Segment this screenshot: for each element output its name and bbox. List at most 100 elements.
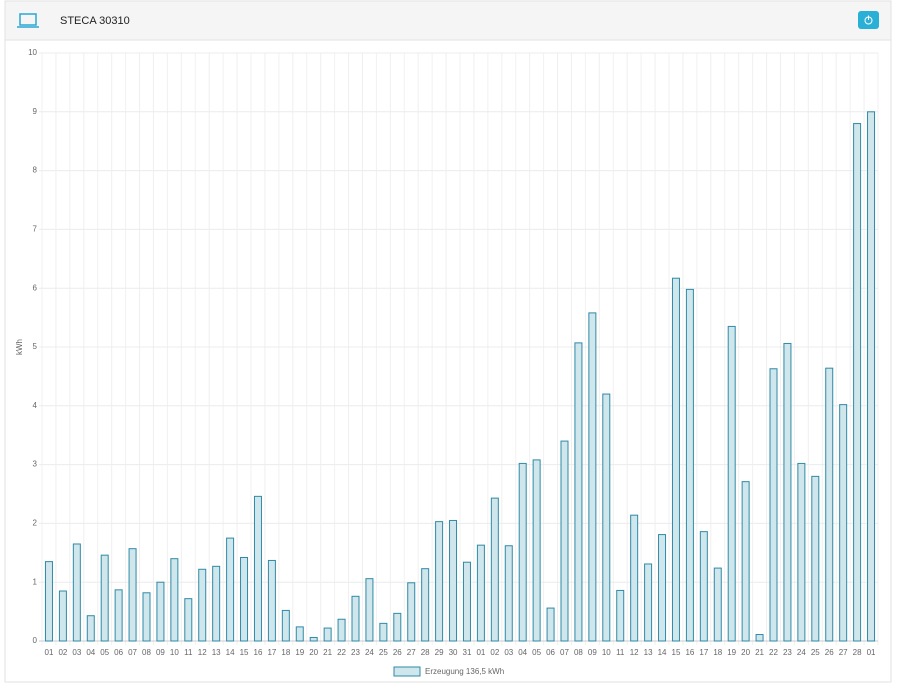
legend-swatch — [393, 666, 421, 677]
bar — [100, 554, 109, 642]
y-tick-label: 0 — [33, 636, 38, 645]
x-tick-label: 02 — [58, 648, 67, 657]
x-tick-label: 23 — [351, 648, 360, 657]
bar — [212, 565, 221, 642]
bar — [365, 578, 374, 642]
bar — [407, 582, 416, 642]
x-tick-label: 09 — [156, 648, 165, 657]
bar — [727, 325, 736, 642]
x-tick-label: 14 — [226, 648, 235, 657]
x-tick-label: 10 — [602, 648, 611, 657]
bar — [184, 598, 193, 642]
x-tick-label: 30 — [449, 648, 458, 657]
header-title: STECA 30310 — [60, 15, 130, 27]
bar — [86, 615, 95, 642]
bar — [44, 561, 53, 642]
x-tick-label: 21 — [755, 648, 764, 657]
x-tick-label: 10 — [170, 648, 179, 657]
x-tick-label: 17 — [699, 648, 708, 657]
x-tick-label: 04 — [518, 648, 527, 657]
bar — [58, 590, 67, 642]
x-tick-label: 22 — [337, 648, 346, 657]
x-tick-label: 18 — [713, 648, 722, 657]
bar — [379, 622, 388, 642]
x-tick-label: 20 — [309, 648, 318, 657]
x-tick-label: 22 — [769, 648, 778, 657]
x-tick-label: 08 — [142, 648, 151, 657]
x-tick-label: 04 — [86, 648, 95, 657]
bar — [504, 545, 513, 642]
bar — [156, 581, 165, 642]
power-button[interactable] — [858, 11, 879, 29]
bar — [811, 475, 820, 642]
y-tick-label: 9 — [33, 107, 38, 116]
y-tick-label: 8 — [33, 166, 38, 175]
legend-label: Erzeugung 136,5 kWh — [425, 667, 504, 676]
bar — [518, 462, 527, 642]
bar — [142, 592, 151, 642]
x-tick-label: 11 — [184, 648, 193, 657]
bar — [867, 111, 876, 642]
x-tick-label: 11 — [616, 648, 625, 657]
x-tick-label: 16 — [685, 648, 694, 657]
x-tick-label: 01 — [45, 648, 54, 657]
x-tick-label: 01 — [476, 648, 485, 657]
bar — [323, 627, 332, 642]
bar — [616, 589, 625, 642]
x-tick-label: 15 — [240, 648, 249, 657]
bar — [658, 534, 667, 642]
bar — [128, 548, 137, 642]
x-tick-label: 27 — [839, 648, 848, 657]
x-tick-label: 24 — [365, 648, 374, 657]
x-tick-label: 16 — [254, 648, 263, 657]
x-tick-label: 18 — [281, 648, 290, 657]
x-tick-label: 08 — [574, 648, 583, 657]
bar — [825, 367, 834, 642]
bar — [671, 277, 680, 642]
y-tick-label: 4 — [33, 401, 38, 410]
bar — [546, 607, 555, 642]
x-tick-label: 23 — [783, 648, 792, 657]
x-tick-label: 09 — [588, 648, 597, 657]
bar — [644, 563, 653, 642]
bar — [198, 568, 207, 642]
bar — [853, 123, 862, 642]
y-tick-label: 5 — [33, 342, 38, 351]
x-tick-label: 07 — [560, 648, 569, 657]
y-tick-label: 3 — [33, 460, 38, 469]
bar — [476, 544, 485, 642]
bar — [309, 636, 318, 642]
bar — [337, 618, 346, 642]
bar — [755, 634, 764, 642]
x-tick-label: 31 — [463, 648, 472, 657]
bar — [226, 537, 235, 642]
bar — [769, 368, 778, 642]
bar — [351, 595, 360, 642]
bar — [797, 462, 806, 642]
bar — [741, 481, 750, 642]
y-tick-label: 10 — [28, 48, 37, 57]
x-tick-label: 19 — [727, 648, 736, 657]
bar — [574, 342, 583, 642]
bar — [783, 342, 792, 642]
x-tick-label: 15 — [672, 648, 681, 657]
panel — [4, 0, 892, 683]
bar — [839, 404, 848, 642]
x-tick-label: 28 — [421, 648, 430, 657]
x-tick-label: 12 — [630, 648, 639, 657]
bar — [393, 612, 402, 642]
x-tick-label: 19 — [295, 648, 304, 657]
x-tick-label: 13 — [644, 648, 653, 657]
bar — [421, 568, 430, 642]
x-tick-label: 17 — [267, 648, 276, 657]
x-tick-label: 01 — [867, 648, 876, 657]
x-tick-label: 25 — [379, 648, 388, 657]
x-tick-label: 13 — [212, 648, 221, 657]
header-bar — [4, 0, 892, 41]
bar — [295, 626, 304, 642]
y-tick-label: 1 — [33, 577, 38, 586]
x-tick-label: 20 — [741, 648, 750, 657]
bar — [170, 558, 179, 642]
